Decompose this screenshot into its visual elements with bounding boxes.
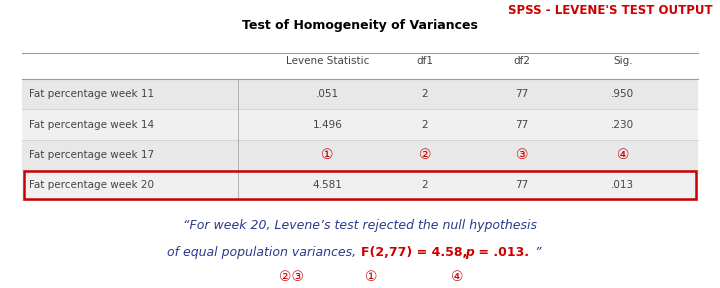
FancyBboxPatch shape xyxy=(22,170,698,200)
Text: ③: ③ xyxy=(516,148,528,162)
Text: Fat percentage week 17: Fat percentage week 17 xyxy=(29,150,154,160)
Text: 2: 2 xyxy=(421,120,428,130)
Text: .013: .013 xyxy=(611,180,634,190)
Text: ①: ① xyxy=(321,148,334,162)
Text: df2: df2 xyxy=(513,56,531,66)
Text: .230: .230 xyxy=(611,120,634,130)
Text: Fat percentage week 20: Fat percentage week 20 xyxy=(29,180,154,190)
Text: .051: .051 xyxy=(316,89,339,99)
Text: p: p xyxy=(459,246,475,259)
Text: = .013.: = .013. xyxy=(474,246,528,259)
Text: ②: ② xyxy=(418,148,431,162)
Text: Levene Statistic: Levene Statistic xyxy=(286,56,369,66)
FancyBboxPatch shape xyxy=(22,79,698,109)
Text: SPSS - LEVENE'S TEST OUTPUT: SPSS - LEVENE'S TEST OUTPUT xyxy=(508,4,713,17)
Text: Sig.: Sig. xyxy=(613,56,633,66)
Text: 77: 77 xyxy=(516,89,528,99)
Text: 77: 77 xyxy=(516,120,528,130)
FancyBboxPatch shape xyxy=(22,109,698,140)
Text: ①: ① xyxy=(364,270,377,284)
Text: 1.496: 1.496 xyxy=(312,120,343,130)
Text: Fat percentage week 14: Fat percentage week 14 xyxy=(29,120,154,130)
Text: 77: 77 xyxy=(516,180,528,190)
Text: 4.581: 4.581 xyxy=(312,180,343,190)
Text: Test of Homogeneity of Variances: Test of Homogeneity of Variances xyxy=(242,19,478,32)
Text: ④: ④ xyxy=(616,148,629,162)
Text: ④: ④ xyxy=(451,270,464,284)
Text: 2: 2 xyxy=(421,180,428,190)
Text: ②③: ②③ xyxy=(279,270,304,284)
Text: 2: 2 xyxy=(421,89,428,99)
Text: of equal population variances,: of equal population variances, xyxy=(167,246,360,259)
Text: Fat percentage week 11: Fat percentage week 11 xyxy=(29,89,154,99)
Text: F(2,77) = 4.58,: F(2,77) = 4.58, xyxy=(361,246,468,259)
Text: .950: .950 xyxy=(611,89,634,99)
Text: df1: df1 xyxy=(416,56,433,66)
Text: ”: ” xyxy=(534,246,541,259)
Text: “For week 20, Levene’s test rejected the null hypothesis: “For week 20, Levene’s test rejected the… xyxy=(183,219,537,232)
FancyBboxPatch shape xyxy=(22,140,698,170)
